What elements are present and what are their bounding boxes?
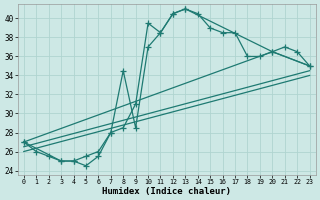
X-axis label: Humidex (Indice chaleur): Humidex (Indice chaleur)	[102, 187, 231, 196]
